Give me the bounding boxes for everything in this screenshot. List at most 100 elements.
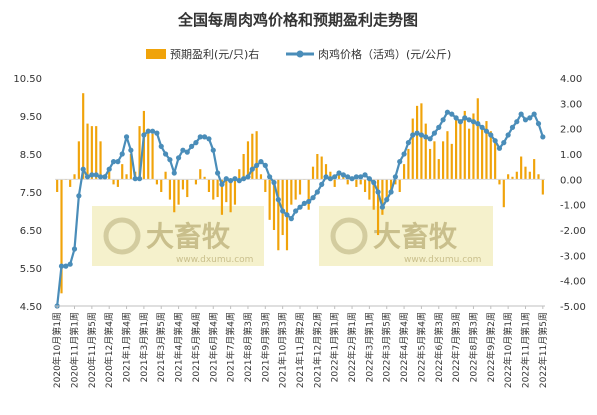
profit-bar (121, 164, 124, 180)
price-point (141, 132, 147, 138)
price-point (110, 159, 117, 165)
profit-bar (311, 166, 315, 180)
profit-bar (129, 154, 132, 180)
price-point (245, 174, 251, 180)
price-point (58, 263, 65, 269)
x-tick-label: 2022年8月第3周 (467, 312, 479, 382)
price-point (297, 204, 303, 210)
price-point (171, 170, 177, 176)
profit-bar (116, 179, 119, 187)
price-point (306, 198, 312, 205)
price-point (392, 174, 398, 180)
x-tick-label: 2021年7月第4周 (225, 312, 237, 382)
price-point (431, 130, 438, 136)
x-tick-label: 2021年9月第3周 (259, 312, 271, 382)
price-point (401, 151, 407, 157)
profit-bar (181, 179, 185, 190)
price-point (427, 136, 433, 142)
price-point (336, 170, 342, 176)
right-tick-label: -1.00 (560, 201, 586, 212)
price-point (184, 149, 190, 155)
price-point (379, 204, 385, 210)
price-point (275, 197, 281, 203)
watermark-box (319, 206, 493, 266)
price-point (345, 174, 351, 180)
price-point (93, 172, 99, 178)
price-point (128, 147, 134, 153)
profit-bar (73, 174, 76, 180)
price-point (175, 155, 182, 161)
profit-bar (476, 98, 479, 180)
profit-bar (416, 105, 419, 180)
profit-bar (528, 171, 531, 180)
price-point (206, 136, 212, 142)
watermark-logo-icon (103, 217, 141, 255)
price-point (119, 151, 125, 157)
price-point (388, 189, 394, 195)
x-tick-label: 2022年5月第4周 (415, 312, 427, 382)
profit-bar (450, 143, 453, 180)
x-tick-label: 2022年4月第4周 (398, 312, 410, 382)
profit-bar (160, 179, 163, 192)
x-tick-label: 2022年11月第1周 (519, 312, 531, 388)
price-point (193, 140, 199, 146)
price-point (457, 119, 464, 125)
price-point (319, 181, 325, 187)
price-point (488, 132, 494, 138)
price-point (249, 166, 255, 172)
profit-bar (186, 179, 189, 198)
price-point (418, 132, 425, 138)
x-tick-label: 2020年10月第1周 (51, 312, 63, 388)
price-point (167, 157, 173, 163)
profit-bar (420, 103, 423, 180)
profit-bar (264, 179, 267, 192)
profit-bar (494, 141, 497, 180)
profit-bar (298, 179, 302, 195)
x-tick-label: 2021年6月第4周 (207, 312, 219, 382)
profit-bar (515, 171, 518, 180)
profit-bar (472, 113, 475, 180)
watermark-left: 大畜牧 www.dxumu.com (92, 206, 264, 266)
profit-bar (385, 179, 388, 203)
profit-bar (381, 179, 384, 215)
price-point (323, 174, 329, 180)
profit-bar (468, 128, 471, 180)
price-point (102, 174, 108, 180)
legend-line-label: 肉鸡价格（活鸡）(元/公斤) (318, 47, 451, 61)
profit-bar (459, 121, 462, 180)
profit-bar (60, 179, 63, 294)
profit-bar (398, 179, 401, 192)
right-tick-label: -4.00 (560, 277, 586, 288)
left-axis: 4.50 5.50 6.50 7.50 8.50 9.50 10.50 (13, 74, 42, 313)
price-point (215, 170, 221, 176)
price-point (136, 176, 143, 182)
profit-bar (138, 126, 141, 180)
price-point (301, 200, 307, 206)
right-tick-label: -2.00 (560, 226, 586, 237)
price-point (440, 117, 446, 123)
price-point (145, 128, 151, 134)
profit-bars (56, 93, 544, 294)
watermark-logo-icon (330, 217, 368, 255)
x-tick-label: 2022年7月第3周 (450, 312, 462, 382)
x-tick-label: 2021年5月第4周 (190, 312, 202, 382)
price-point (518, 111, 524, 117)
profit-bar (433, 141, 436, 180)
left-tick-label: 10.50 (13, 74, 42, 85)
x-tick-label: 2021年1月第4周 (121, 312, 133, 382)
profit-bar (329, 171, 332, 180)
price-point (453, 115, 459, 121)
price-point (154, 130, 160, 136)
price-point (284, 212, 290, 218)
price-point (232, 176, 238, 182)
x-tick-label: 2022年1月第1周 (329, 312, 341, 382)
left-tick-label: 9.50 (20, 112, 42, 123)
price-point (67, 261, 73, 267)
price-point (501, 140, 507, 146)
right-tick-label: -5.00 (560, 302, 586, 313)
price-point (462, 115, 468, 121)
price-point (509, 124, 516, 130)
price-point (228, 178, 234, 184)
profit-bar (125, 174, 128, 180)
profit-bar (212, 179, 215, 200)
